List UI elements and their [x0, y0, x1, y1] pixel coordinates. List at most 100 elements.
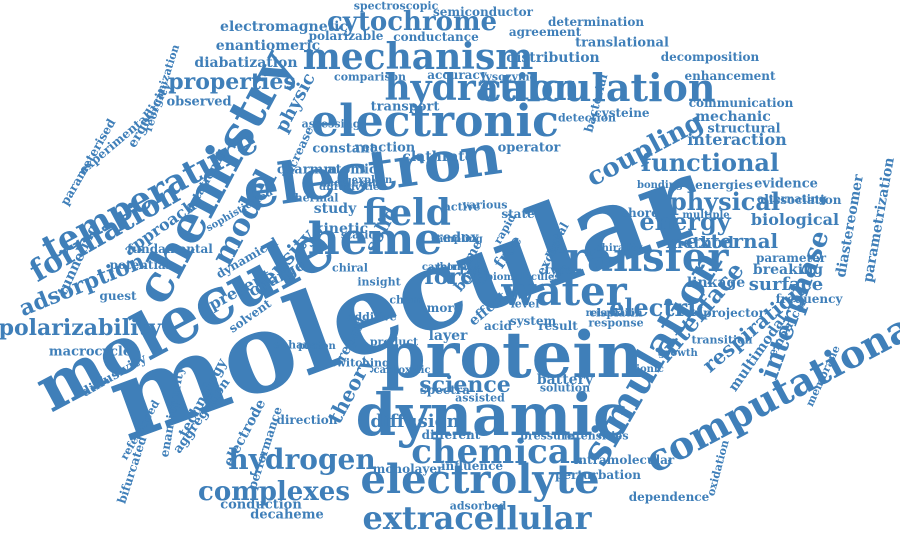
- word-method: method: [666, 233, 734, 252]
- word-evidence: evidence: [754, 176, 818, 192]
- word-accuracy: accuracy: [427, 68, 487, 82]
- word-perturbation: perturbation: [555, 468, 641, 482]
- word-transition: transition: [691, 333, 753, 347]
- word-electronic: electronic: [311, 96, 559, 147]
- word-battery: battery: [536, 372, 594, 388]
- word-field: field: [363, 192, 451, 234]
- word-linkage: linkage: [686, 275, 746, 291]
- word-functional: functional: [640, 148, 780, 177]
- word-constant: constant: [312, 141, 376, 157]
- word-mechanism: mechanism: [302, 36, 534, 78]
- word-level: level: [510, 297, 540, 311]
- word-carboxylic: carboxylic: [373, 365, 431, 376]
- word-atomic: atomic: [327, 162, 377, 178]
- word-electric: electric: [609, 293, 711, 322]
- word-explain: explain: [351, 175, 393, 186]
- word-chem: chem: [389, 293, 423, 307]
- word-transport: transport: [370, 99, 440, 115]
- word-polarizable: polarizable: [308, 29, 384, 43]
- word-extracellular: extracellular: [362, 499, 592, 535]
- word-shore: shore: [621, 206, 659, 220]
- word-agreement: agreement: [508, 25, 582, 39]
- word-enhancement: enhancement: [684, 69, 776, 83]
- word-accelerate: accelerate: [320, 176, 384, 190]
- word-switching: switching: [330, 356, 390, 370]
- word-heme: heme: [307, 214, 443, 265]
- word-intramolecular: intramolecular: [573, 453, 675, 467]
- word-active: active: [443, 200, 481, 214]
- word-static: static: [340, 228, 376, 242]
- word-different: different: [421, 428, 481, 442]
- word-diffusivities: diffusivities: [319, 182, 385, 193]
- word-cytochrome: cytochrome: [326, 7, 498, 37]
- word-redox: redox: [435, 230, 479, 246]
- word-protein: protein: [380, 318, 644, 393]
- word-carbonate: carbonate: [421, 262, 479, 273]
- word-assisted: assisted: [455, 391, 505, 405]
- word-clathrate: clathrate: [402, 149, 474, 165]
- word-projector: projector: [703, 306, 765, 320]
- word-ionic: ionic: [636, 364, 664, 375]
- word-hydrogen: hydrogen: [228, 443, 376, 476]
- word-guest: guest: [99, 289, 137, 303]
- word-influence: influence: [440, 459, 504, 473]
- word-state: state: [501, 207, 535, 221]
- word-direction: direction: [276, 413, 338, 427]
- word-physical: physical: [669, 187, 781, 216]
- word-polarizability: polarizability: [0, 315, 162, 341]
- word-cysteine: cysteine: [594, 106, 650, 120]
- word-bonding: bonding: [637, 180, 683, 191]
- word-result: result: [538, 319, 578, 333]
- word-proton: proton: [298, 341, 336, 352]
- word-decaheme: decaheme: [250, 507, 324, 523]
- word-enhance: enhance: [273, 338, 325, 352]
- word-chirality: chirality: [595, 243, 643, 254]
- word-biological: biological: [750, 210, 840, 229]
- word-frequency: frequency: [775, 292, 843, 306]
- word-energies: energies: [695, 178, 753, 192]
- word-system: system: [509, 314, 557, 328]
- word-sampling: sampling: [431, 234, 483, 245]
- word-conductance: conductance: [393, 30, 479, 44]
- word-cisplatin: cisplatin: [589, 306, 643, 320]
- word-calculation: calculation: [478, 65, 716, 110]
- word-conduction: conduction: [220, 497, 302, 513]
- word-pressure: pressure: [520, 429, 574, 443]
- word-diabatization: diabatization: [194, 55, 298, 71]
- word-reaction: reaction: [354, 140, 416, 156]
- word-fundamental: fundamental: [127, 242, 213, 256]
- word-dynamic: dynamic: [355, 381, 629, 449]
- word-operator: operator: [497, 140, 561, 156]
- word-communication: communication: [688, 96, 794, 110]
- word-adsorbed: adsorbed: [449, 499, 507, 513]
- word-external: external: [685, 229, 779, 253]
- word-observed: observed: [166, 94, 232, 110]
- word-parameter: parameter: [755, 251, 827, 265]
- word-alternating: alternating: [757, 192, 827, 206]
- word-response: response: [588, 316, 644, 330]
- word-multiple: multiple: [682, 210, 730, 221]
- word-monolayer: monolayer: [372, 462, 444, 476]
- word-macrocycle: macrocycle: [48, 344, 132, 360]
- word-layer: layer: [428, 328, 468, 344]
- word-electrolyte: electrolyte: [360, 456, 600, 503]
- word-spectroscopic: spectroscopic: [353, 0, 439, 13]
- word-rate: rate: [459, 263, 489, 279]
- word-chiral: chiral: [332, 261, 368, 275]
- word-water: water: [501, 268, 627, 315]
- word-insight: insight: [357, 275, 401, 289]
- word-force: force: [424, 264, 488, 290]
- word-detection: detection: [557, 111, 617, 125]
- word-dependence: dependence: [628, 490, 710, 504]
- word-charmm: charmm: [276, 162, 338, 178]
- word-various: various: [462, 198, 508, 212]
- word-breaking: breaking: [752, 262, 824, 278]
- word-science: science: [419, 372, 511, 398]
- word-distribution: distribution: [506, 50, 600, 66]
- word-energy: energy: [639, 207, 731, 236]
- word-acid: acid: [483, 319, 513, 333]
- word-decomposition: decomposition: [660, 50, 760, 64]
- word-semiconductor: semiconductor: [433, 5, 533, 19]
- word-enantiomeric: enantiomeric: [215, 38, 321, 54]
